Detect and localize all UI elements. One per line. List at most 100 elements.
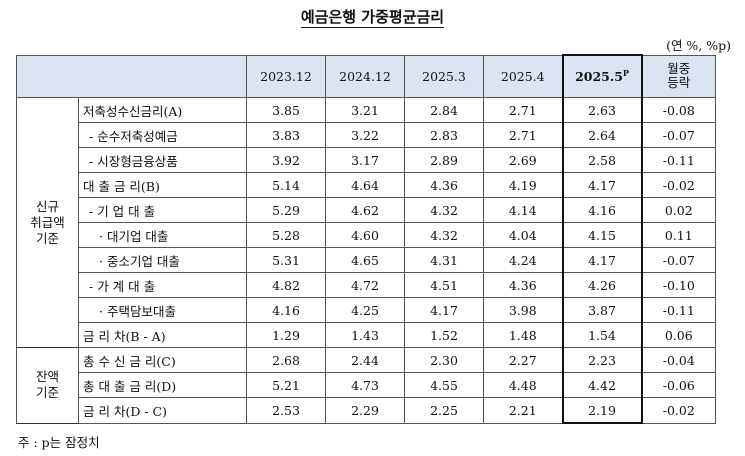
value-cell: 2.53 bbox=[246, 397, 326, 424]
row-label: 대 출 금 리(B) bbox=[78, 172, 247, 198]
value-cell: 4.16 bbox=[561, 197, 643, 223]
col-header-highlight: 2025.5P bbox=[561, 54, 643, 98]
row-label: - 시장형금융상품 bbox=[78, 147, 247, 173]
value-cell: 5.31 bbox=[246, 247, 326, 273]
value-cell: 4.32 bbox=[404, 222, 484, 248]
value-cell: 4.62 bbox=[325, 197, 405, 223]
row-label: 총 수 신 금 리(C) bbox=[78, 347, 247, 373]
value-cell: 4.24 bbox=[483, 247, 563, 273]
row-label: · 주택담보대출 bbox=[78, 297, 247, 323]
value-cell: 2.30 bbox=[404, 347, 484, 373]
value-cell: 4.73 bbox=[325, 372, 405, 398]
value-cell: 4.19 bbox=[483, 172, 563, 198]
value-cell: 4.15 bbox=[561, 222, 643, 248]
row-label: - 기 업 대 출 bbox=[78, 197, 247, 223]
value-cell: 1.54 bbox=[561, 322, 643, 348]
change-cell: -0.04 bbox=[641, 347, 716, 373]
table-row: 금 리 차(D - C) 2.53 2.29 2.25 2.21 2.19 -0.02 bbox=[17, 397, 716, 424]
row-label: - 가 계 대 출 bbox=[78, 272, 247, 298]
change-cell: -0.10 bbox=[641, 272, 716, 298]
value-cell: 2.23 bbox=[561, 347, 643, 373]
table-row: 신규 취급액 기준 저축성수신금리(A) 3.85 3.21 2.84 2.71 2.63-… bbox=[16, 97, 716, 348]
value-cell: 2.19 bbox=[561, 397, 643, 424]
value-cell: 1.29 bbox=[246, 322, 326, 348]
value-cell: 2.64 bbox=[561, 122, 643, 148]
value-cell: 4.72 bbox=[325, 272, 405, 298]
value-cell: 4.48 bbox=[483, 372, 563, 398]
value-cell: 4.17 bbox=[404, 297, 484, 323]
value-cell: 4.32 bbox=[404, 197, 484, 223]
value-cell: 1.52 bbox=[404, 322, 484, 348]
change-cell: -0.02 bbox=[641, 172, 716, 198]
col-header: 2025.4 bbox=[483, 54, 563, 98]
interest-rate-table: 2023.12 2024.12 2025.3 2025.4 2025.5P 월중… bbox=[16, 54, 716, 424]
value-cell: 4.17 bbox=[561, 172, 643, 198]
change-cell: 0.02 bbox=[641, 197, 716, 223]
value-cell: 2.89 bbox=[404, 147, 484, 173]
table-row: 총 대 출 금 리(D) 5.21 4.73 4.55 4.48 4.42 -0.06 bbox=[17, 372, 716, 398]
value-cell: 3.83 bbox=[246, 122, 326, 148]
value-cell: 4.64 bbox=[325, 172, 405, 198]
value-cell: 2.44 bbox=[325, 347, 405, 373]
value-cell: 2.25 bbox=[404, 397, 484, 424]
table-row: - 시장형금융상품 3.92 3.17 2.89 2.69 2.58 -0.11 bbox=[17, 147, 716, 173]
value-cell: 2.27 bbox=[483, 347, 563, 373]
row-label: 저축성수신금리(A) bbox=[78, 97, 247, 123]
col-header: 2024.12 bbox=[325, 54, 405, 98]
value-cell: 4.26 bbox=[561, 272, 643, 298]
table-row: 금 리 차(B - A) 1.29 1.43 1.52 1.48 1.54 0.06 bbox=[17, 322, 716, 348]
change-cell: -0.11 bbox=[641, 297, 716, 323]
value-cell: 2.68 bbox=[246, 347, 326, 373]
value-cell: 4.16 bbox=[246, 297, 326, 323]
value-cell: 1.43 bbox=[325, 322, 405, 348]
table-row: - 기 업 대 출 5.29 4.62 4.32 4.14 4.16 0.02 bbox=[17, 197, 716, 223]
value-cell: 4.60 bbox=[325, 222, 405, 248]
row-label: - 순수저축성예금 bbox=[78, 122, 247, 148]
row-label: 금 리 차(B - A) bbox=[78, 322, 247, 348]
col-header-change: 월중 등락 bbox=[641, 54, 716, 98]
value-cell: 2.84 bbox=[404, 97, 484, 123]
change-cell: -0.02 bbox=[641, 397, 716, 424]
value-cell: 5.21 bbox=[246, 372, 326, 398]
rate-table-wrapper: 2023.12 2024.12 2025.3 2025.4 2025.5P 월중… bbox=[16, 54, 716, 424]
value-cell: 3.21 bbox=[325, 97, 405, 123]
header-row: 2023.12 2024.12 2025.3 2025.4 2025.5P 월중… bbox=[16, 54, 716, 98]
value-cell: 5.14 bbox=[246, 172, 326, 198]
value-cell: 2.21 bbox=[483, 397, 563, 424]
group-label-new: 신규 취급액 기준 bbox=[16, 97, 79, 348]
footnote: 주 : p는 잠정치 bbox=[18, 435, 100, 450]
value-cell: 4.25 bbox=[325, 297, 405, 323]
value-cell: 4.17 bbox=[561, 247, 643, 273]
change-cell: 0.06 bbox=[641, 322, 716, 348]
table-row: 잔액 기준 총 수 신 금 리(C) 2.68 2.44 2.30 2.27 2.23 -0.… bbox=[16, 347, 716, 424]
value-cell: 2.29 bbox=[325, 397, 405, 424]
row-label: 금 리 차(D - C) bbox=[78, 397, 247, 424]
value-cell: 2.69 bbox=[483, 147, 563, 173]
value-cell: 5.28 bbox=[246, 222, 326, 248]
change-cell: 0.11 bbox=[641, 222, 716, 248]
group-label-balance: 잔액 기준 bbox=[16, 347, 79, 424]
value-cell: 4.55 bbox=[404, 372, 484, 398]
unit-label: (연 %, %p) bbox=[666, 38, 731, 53]
value-cell: 3.85 bbox=[246, 97, 326, 123]
col-header: 2025.3 bbox=[404, 54, 484, 98]
table-row: 대 출 금 리(B) 5.14 4.64 4.36 4.19 4.17 -0.02 bbox=[17, 172, 716, 198]
value-cell: 4.36 bbox=[404, 172, 484, 198]
value-cell: 2.58 bbox=[561, 147, 643, 173]
header-corner bbox=[16, 54, 247, 98]
value-cell: 3.98 bbox=[483, 297, 563, 323]
change-cell: -0.08 bbox=[641, 97, 716, 123]
value-cell: 3.17 bbox=[325, 147, 405, 173]
value-cell: 2.71 bbox=[483, 122, 563, 148]
value-cell: 2.63 bbox=[561, 97, 643, 123]
col-header: 2023.12 bbox=[246, 54, 326, 98]
row-label: · 대기업 대출 bbox=[78, 222, 247, 248]
value-cell: 2.71 bbox=[483, 97, 563, 123]
value-cell: 1.48 bbox=[483, 322, 563, 348]
value-cell: 4.82 bbox=[246, 272, 326, 298]
value-cell: 5.29 bbox=[246, 197, 326, 223]
table-row: - 순수저축성예금 3.83 3.22 2.83 2.71 2.64 -0.07 bbox=[17, 122, 716, 148]
table-row: · 중소기업 대출 5.31 4.65 4.31 4.24 4.17 -0.07 bbox=[17, 247, 716, 273]
change-cell: -0.07 bbox=[641, 122, 716, 148]
change-cell: -0.07 bbox=[641, 247, 716, 273]
